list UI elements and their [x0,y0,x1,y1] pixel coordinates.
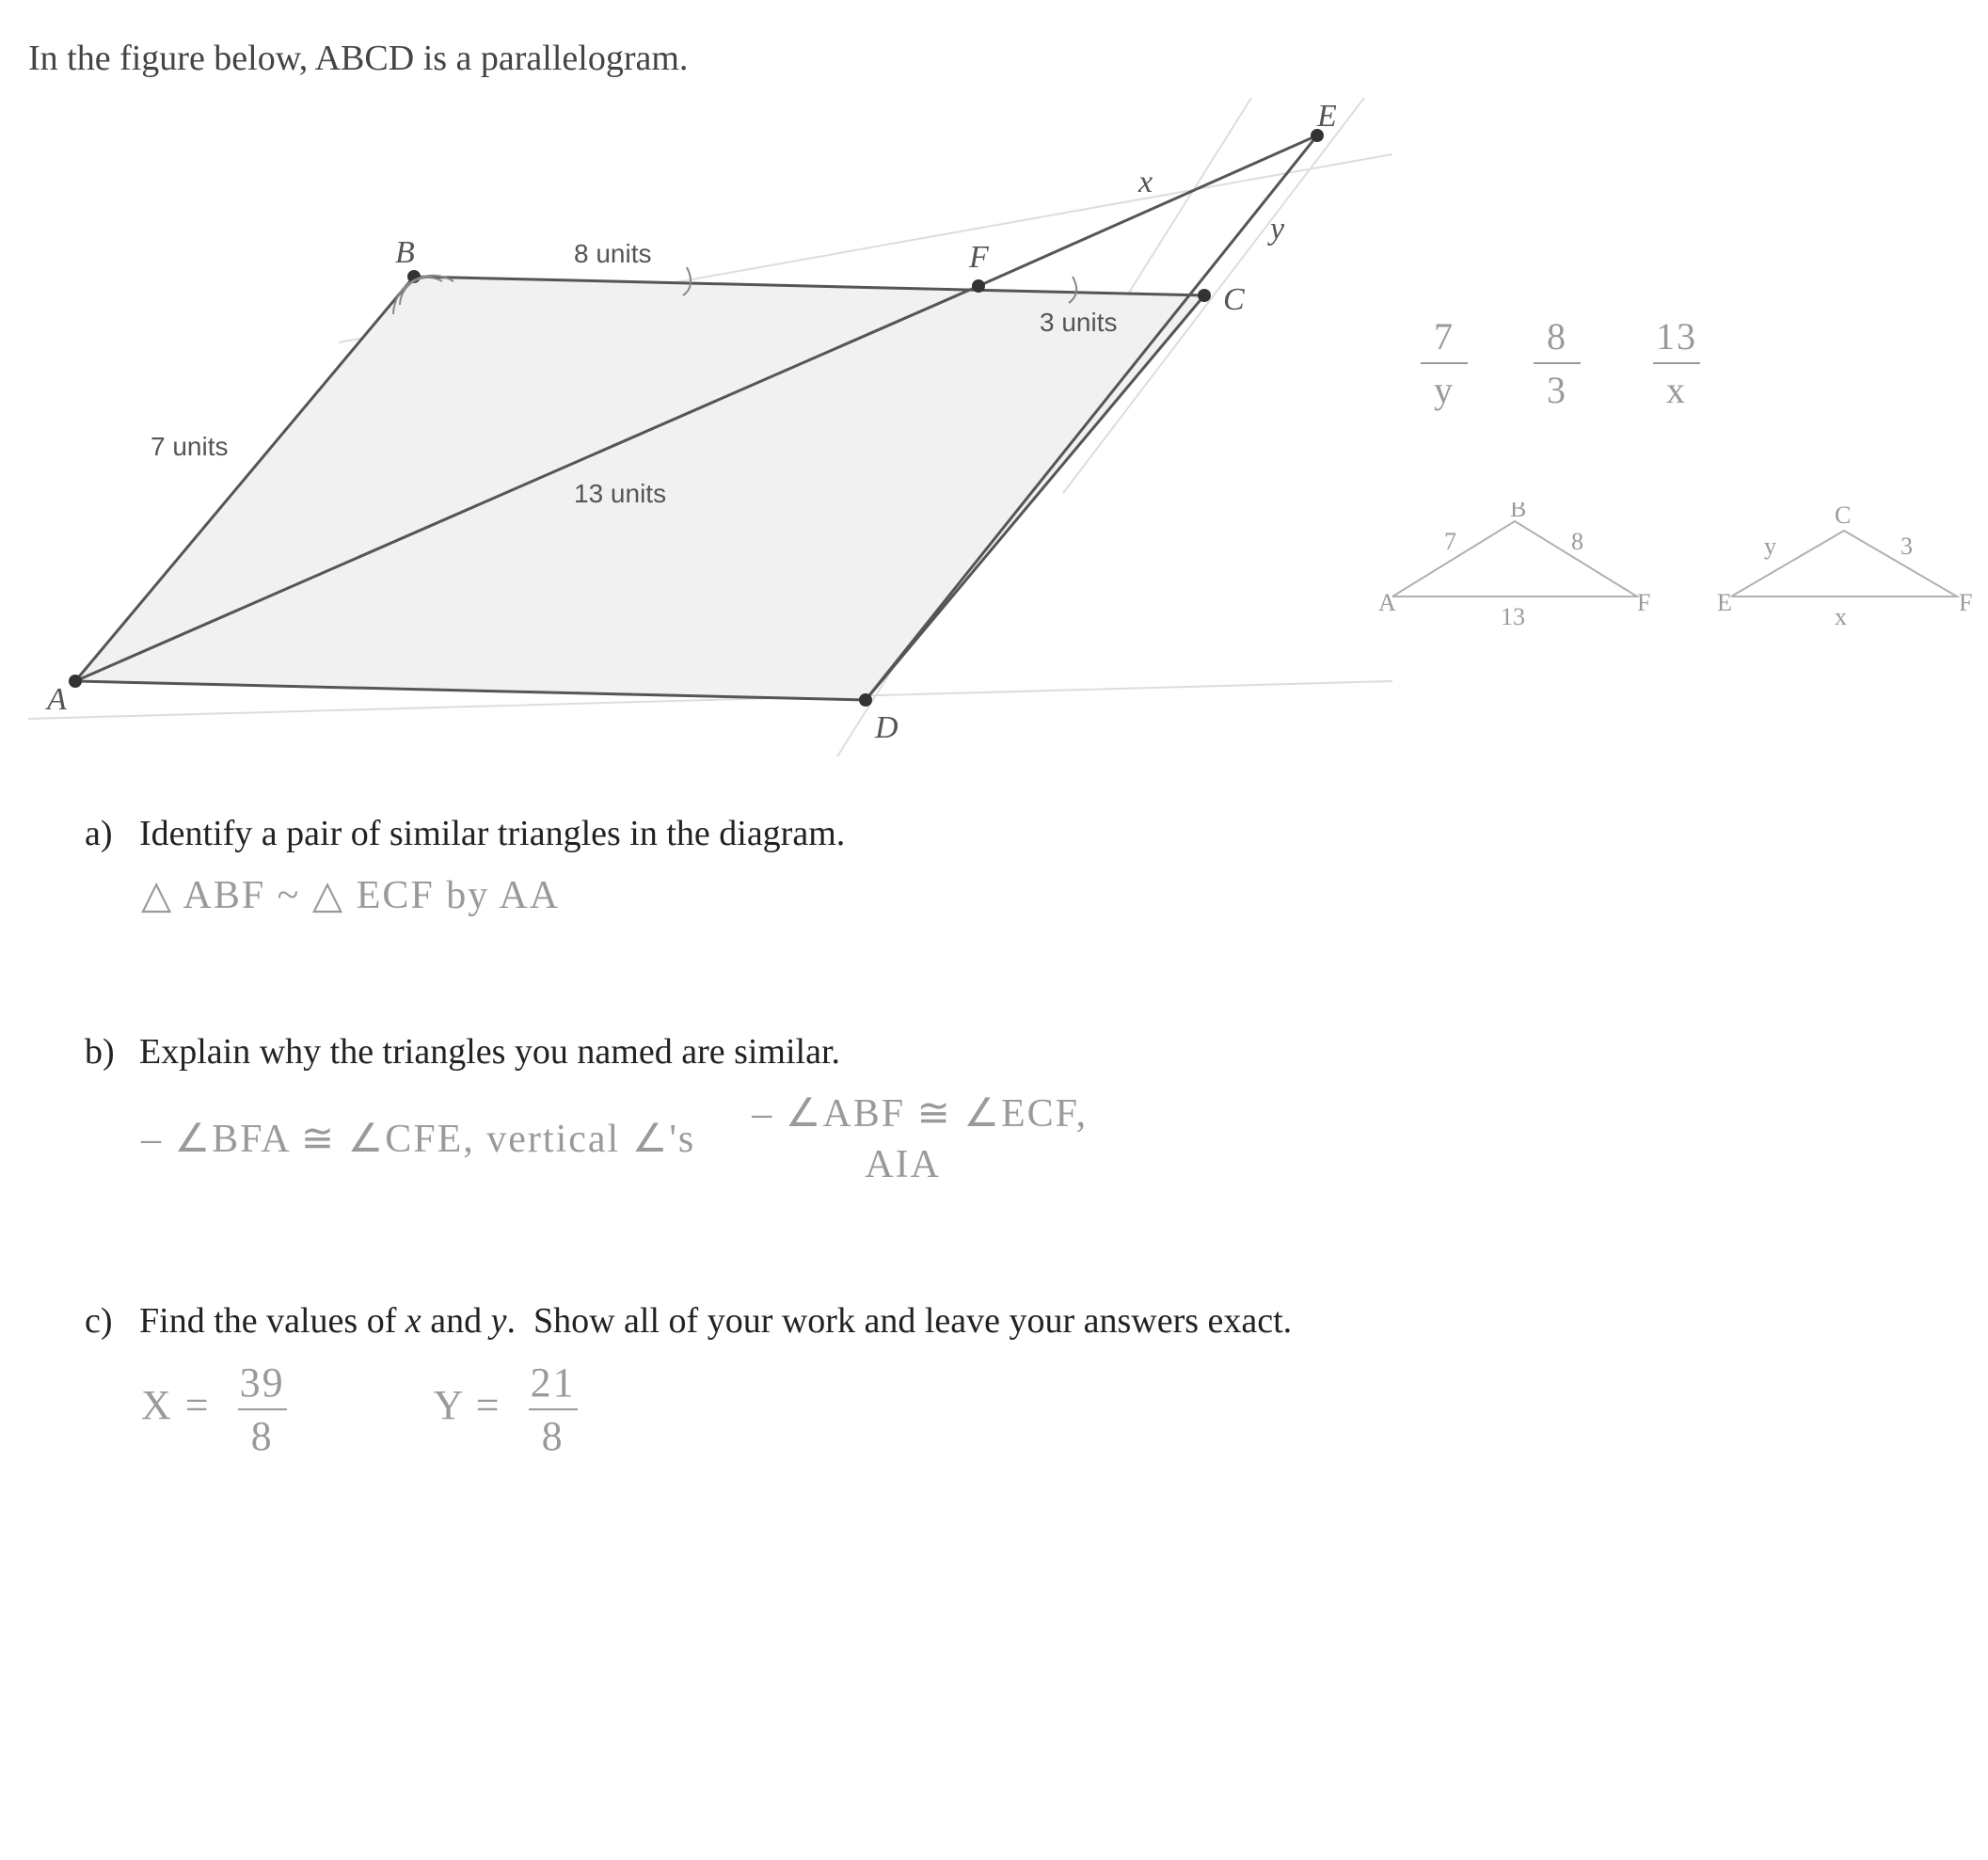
point-f [972,279,985,293]
ratio-1-num: 7 [1424,314,1464,362]
dim-y: y [1267,212,1285,246]
question-b-prompt-row: b) Explain why the triangles you named a… [85,1031,1960,1073]
answer-b-part2: – ∠ABF ≅ ∠ECF, [752,1089,1088,1137]
answer-c: X = 39 8 Y = 21 8 [141,1359,1960,1460]
t1-bottom: 13 [1501,603,1525,630]
question-a-letter: a) [85,813,122,854]
t1-vb: B [1510,502,1526,522]
ratio-2-den: 3 [1534,362,1581,412]
dim-ab: 7 units [151,432,229,461]
answer-c-y-frac: 21 8 [521,1359,585,1460]
dim-x: x [1137,165,1153,199]
label-b: B [395,235,415,270]
answer-c-x-frac: 39 8 [231,1359,294,1460]
ratio-1-den: y [1421,362,1468,412]
ratio-work: 7 y 8 3 13 x [1421,314,1707,412]
answer-a: △ ABF ~ △ ECF by AA [141,871,1960,918]
label-d: D [874,710,899,745]
ratio-2: 8 3 [1534,314,1581,412]
figure-area: A B C D E F 8 units 3 units 7 units 13 u… [28,98,1960,775]
label-f: F [968,240,990,275]
dim-fc: 3 units [1040,308,1118,337]
answer-c-x: X = 39 8 [141,1359,302,1460]
answer-c-y: Y = 21 8 [434,1359,593,1460]
label-a: A [45,682,67,717]
t1-vf: F [1637,589,1650,616]
label-c: C [1223,282,1245,317]
t2-vf: F [1959,589,1972,616]
ratio-3: 13 x [1646,314,1707,412]
dim-bf: 8 units [574,239,652,268]
t2-right: 3 [1901,533,1913,560]
t1-right: 8 [1571,528,1583,555]
point-d [859,693,872,707]
parallelogram-figure: A B C D E F 8 units 3 units 7 units 13 u… [28,98,1392,775]
question-a: a) Identify a pair of similar triangles … [85,813,1960,918]
question-c-prompt: Find the values of x and y. Show all of … [139,1300,1292,1342]
question-a-prompt-row: a) Identify a pair of similar triangles … [85,813,1960,854]
answer-c-x-num: 39 [231,1359,294,1408]
dim-af: 13 units [574,479,666,508]
question-b: b) Explain why the triangles you named a… [85,1031,1960,1187]
var-x: x [406,1301,421,1341]
t2-left: y [1764,533,1776,560]
point-a [69,675,82,688]
answer-b-part3: AIA [865,1142,941,1187]
t1-va: A [1378,589,1396,616]
label-e: E [1316,99,1337,134]
t1-left: 7 [1444,528,1456,555]
t2-ve: E [1717,589,1732,616]
question-c: c) Find the values of x and y. Show all … [85,1300,1960,1460]
question-c-letter: c) [85,1300,122,1342]
answer-c-y-num: 21 [521,1359,585,1408]
question-b-prompt: Explain why the triangles you named are … [139,1031,840,1073]
t2-mid: C [1835,502,1851,529]
ratio-3-num: 13 [1646,314,1707,362]
answer-c-x-den: 8 [238,1408,287,1460]
answer-c-y-den: 8 [529,1408,578,1460]
problem-statement: In the figure below, ABCD is a parallelo… [28,38,1960,79]
t2-bottom: x [1835,603,1847,630]
question-c-prompt-row: c) Find the values of x and y. Show all … [85,1300,1960,1342]
ratio-3-den: x [1653,362,1700,412]
worksheet-page: In the figure below, ABCD is a parallelo… [28,38,1960,1460]
mini-triangle-abf: 7 8 13 A B F [1374,502,1656,634]
question-a-prompt: Identify a pair of similar triangles in … [139,813,845,854]
var-y: y [491,1301,507,1341]
answer-b-part1: – ∠BFA ≅ ∠CFE, vertical ∠'s [141,1115,695,1162]
mini-triangle-sketches: 7 8 13 A B F y C 3 x E F [1374,502,1976,634]
questions-block: a) Identify a pair of similar triangles … [28,813,1960,1460]
answer-b: – ∠BFA ≅ ∠CFE, vertical ∠'s – ∠ABF ≅ ∠EC… [141,1089,1960,1187]
question-b-letter: b) [85,1031,122,1073]
answer-c-x-label: X = [141,1382,211,1428]
answer-c-y-label: Y = [434,1382,501,1428]
ratio-2-num: 8 [1537,314,1577,362]
mini-triangle-ecf: y C 3 x E F [1712,502,1976,634]
point-c [1198,289,1211,302]
ratio-1: 7 y [1421,314,1468,412]
